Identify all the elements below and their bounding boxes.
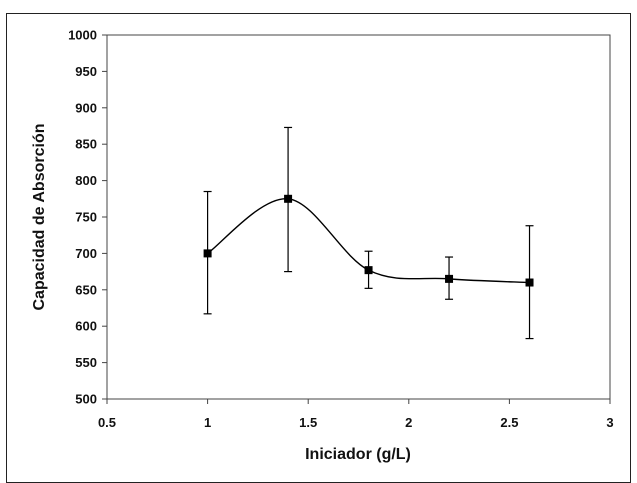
y-axis-ticks: 500 550 600 650 700 750 800 850 900 950 1000 — [68, 28, 107, 407]
y-tick-label: 750 — [75, 210, 97, 225]
y-tick-label: 500 — [75, 392, 97, 407]
data-point-marker — [525, 278, 534, 287]
y-tick-label: 1000 — [68, 28, 97, 43]
data-point-marker — [203, 249, 212, 258]
y-tick-label: 700 — [75, 246, 97, 261]
data-markers — [203, 194, 534, 287]
y-tick-label: 900 — [75, 100, 97, 115]
x-tick-label: 1 — [204, 415, 211, 430]
x-tick-label: 1.5 — [299, 415, 317, 430]
y-tick-label: 550 — [75, 355, 97, 370]
x-tick-label: 0.5 — [98, 415, 116, 430]
y-tick-label: 950 — [75, 64, 97, 79]
x-axis-title: Iniciador (g/L) — [305, 446, 411, 463]
plot-area — [106, 34, 611, 400]
y-tick-label: 800 — [75, 173, 97, 188]
error-bars — [203, 126, 534, 340]
x-axis-ticks: 0.5 1 1.5 2 2.5 3 — [98, 399, 614, 430]
x-tick-label: 2 — [405, 415, 412, 430]
y-tick-label: 650 — [75, 282, 97, 297]
data-point-marker — [445, 274, 454, 283]
data-point-marker — [364, 266, 373, 275]
x-tick-label: 2.5 — [500, 415, 518, 430]
y-tick-label: 850 — [75, 137, 97, 152]
x-tick-label: 3 — [606, 415, 613, 430]
chart-frame — [6, 13, 631, 483]
y-tick-label: 600 — [75, 319, 97, 334]
y-axis-title: Capacidad de Absorción — [31, 124, 48, 311]
data-point-marker — [284, 194, 293, 203]
